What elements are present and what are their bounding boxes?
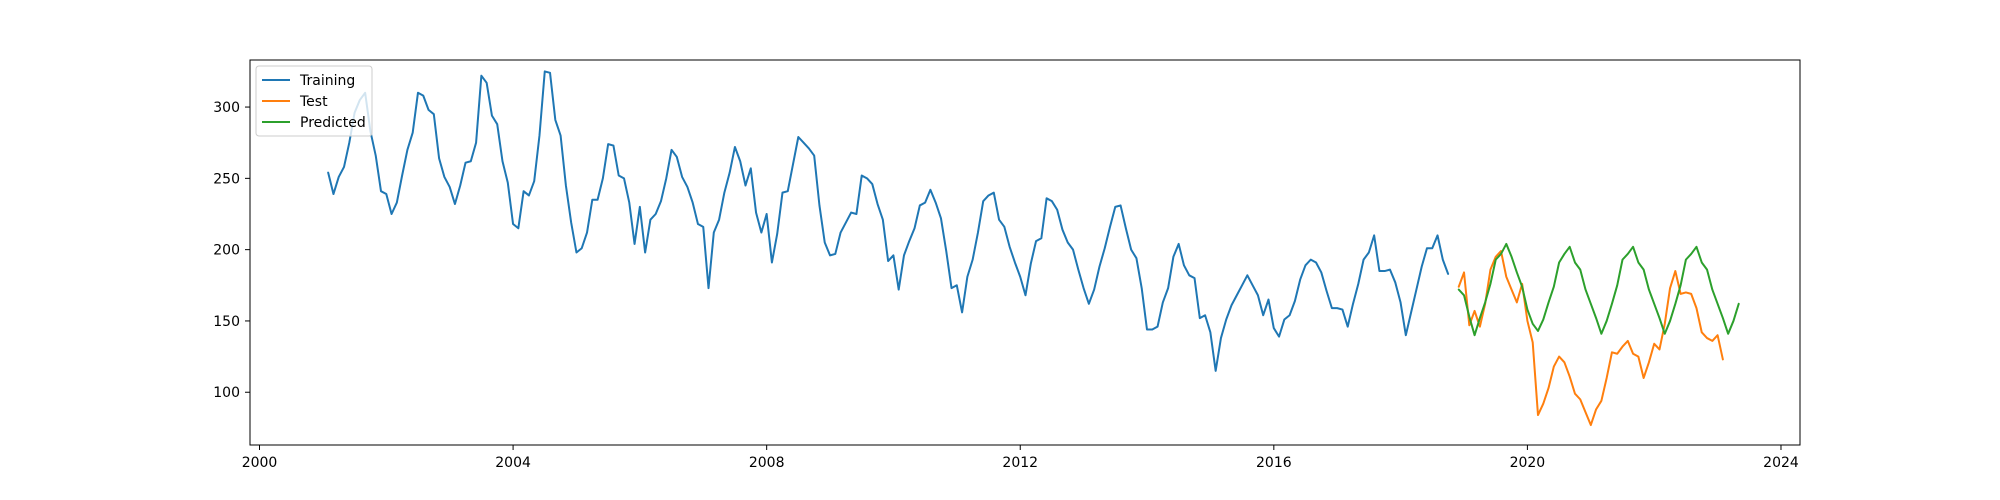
plot-frame — [249, 59, 1801, 446]
x-tick-label: 2000 — [242, 455, 278, 471]
x-tick-label: 2012 — [1002, 455, 1038, 471]
x-tick-label: 2024 — [1763, 455, 1799, 471]
series-layer — [327, 70, 1740, 427]
series-line-test — [1457, 250, 1724, 427]
y-tick-label: 250 — [213, 171, 240, 187]
y-tick-label: 200 — [213, 243, 240, 259]
legend-label-predicted: Predicted — [300, 115, 366, 131]
x-tick-label: 2008 — [749, 455, 785, 471]
legend: Training Test Predicted — [255, 65, 373, 137]
x-tick-label: 2020 — [1510, 455, 1546, 471]
x-tick-label: 2016 — [1256, 455, 1292, 471]
x-axis: 2000 2004 2008 2012 2016 2020 2024 — [242, 445, 1799, 471]
x-tick-label: 2004 — [495, 455, 531, 471]
series-line-predicted — [1457, 242, 1740, 337]
y-tick-label: 300 — [213, 100, 240, 116]
y-tick-label: 150 — [213, 314, 240, 330]
y-axis: 100 150 200 250 300 — [213, 100, 250, 401]
legend-box — [255, 65, 373, 137]
y-tick-label: 100 — [213, 385, 240, 401]
series-line-training — [327, 70, 1450, 372]
plot-area — [250, 60, 1800, 445]
legend-label-test: Test — [299, 94, 328, 110]
legend-label-training: Training — [299, 73, 355, 89]
